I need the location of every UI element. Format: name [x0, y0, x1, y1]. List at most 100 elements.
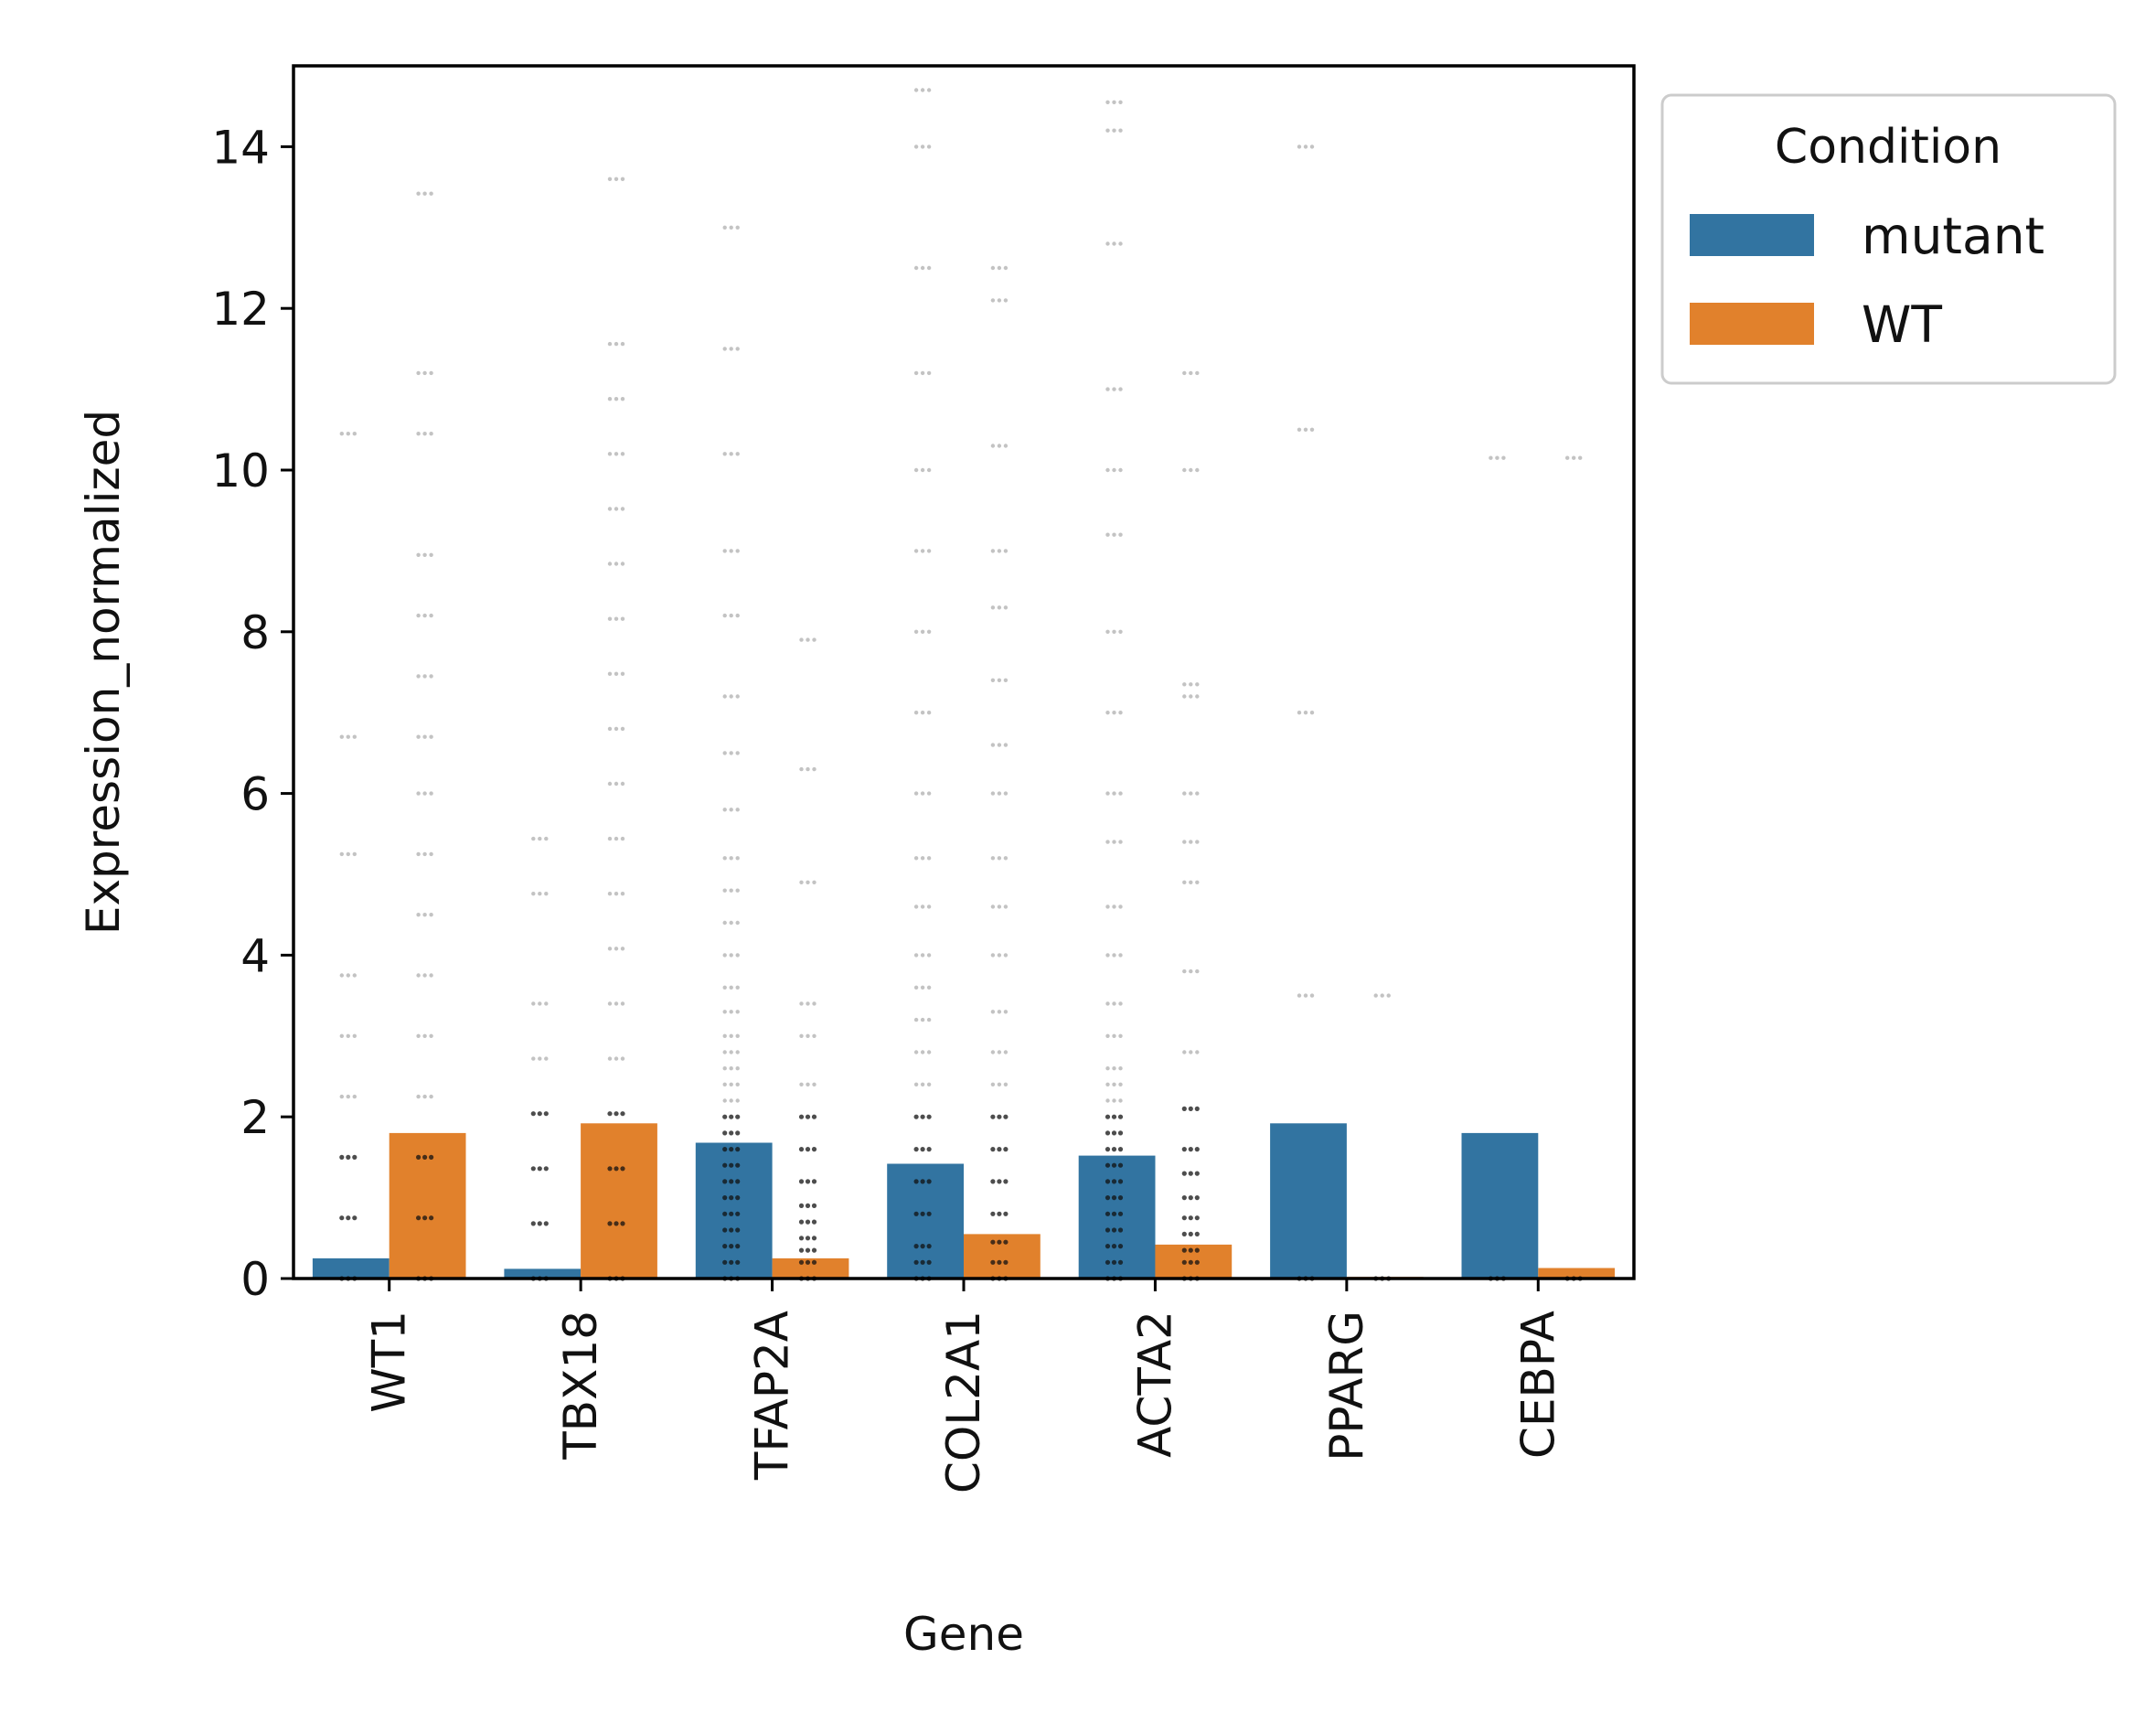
data-point-col2a1-wt [990, 298, 996, 303]
data-point-acta2-mutant [1105, 711, 1110, 715]
data-point-acta2-mutant [1112, 100, 1116, 105]
data-point-acta2-mutant [1111, 1179, 1117, 1184]
data-point-tbx18-wt [607, 562, 613, 566]
data-point-col2a1-mutant [920, 856, 925, 861]
data-point-tfap2a-mutant [735, 452, 740, 456]
data-point-tfap2a-wt [805, 1236, 811, 1241]
data-point-pparg-mutant [1303, 427, 1308, 432]
data-point-acta2-mutant [1111, 1162, 1117, 1168]
data-point-tbx18-wt [620, 726, 625, 732]
data-point-tbx18-mutant [530, 1111, 536, 1117]
data-point-pparg-mutant [1297, 993, 1302, 998]
data-point-tfap2a-mutant [729, 347, 733, 351]
data-point-col2a1-mutant [920, 549, 925, 553]
x-axis-label: Gene [903, 1608, 1024, 1661]
data-point-acta2-mutant [1105, 1259, 1111, 1265]
data-point-col2a1-wt [1003, 791, 1009, 796]
data-point-acta2-wt [1182, 467, 1187, 473]
data-point-tbx18-wt [614, 397, 619, 401]
data-point-col2a1-mutant [920, 629, 925, 634]
data-point-tfap2a-mutant [722, 549, 727, 553]
data-point-acta2-wt [1195, 840, 1200, 844]
data-point-tbx18-wt [614, 562, 619, 566]
data-point-acta2-mutant [1117, 1244, 1124, 1249]
data-point-tfap2a-wt [806, 1033, 810, 1039]
data-point-tfap2a-wt [812, 1033, 817, 1039]
data-point-col2a1-wt [997, 1114, 1002, 1119]
data-point-col2a1-mutant [920, 1147, 925, 1152]
data-point-col2a1-wt [997, 298, 1002, 303]
data-point-tbx18-wt [607, 1221, 613, 1226]
data-point-tbx18-wt [607, 341, 613, 347]
data-point-col2a1-mutant [920, 904, 925, 909]
data-point-tfap2a-mutant [735, 1162, 741, 1168]
data-point-acta2-mutant [1118, 711, 1123, 715]
data-point-acta2-mutant [1105, 1033, 1110, 1039]
data-point-col2a1-mutant [920, 1050, 925, 1054]
bar-tbx18-wt [581, 1123, 657, 1279]
data-point-tfap2a-mutant [729, 953, 733, 958]
data-point-acta2-wt [1182, 694, 1187, 699]
data-point-tfap2a-mutant [729, 1130, 734, 1136]
data-point-tbx18-wt [614, 836, 619, 841]
data-point-wt1-wt [416, 370, 421, 376]
data-point-tfap2a-wt [811, 1203, 817, 1208]
data-point-acta2-mutant [1118, 1098, 1123, 1103]
data-point-tbx18-wt [614, 1221, 619, 1226]
data-point-col2a1-mutant [920, 1244, 925, 1249]
data-point-acta2-mutant [1118, 1066, 1123, 1071]
data-point-tbx18-wt [607, 892, 613, 896]
data-point-tfap2a-mutant [722, 1130, 728, 1136]
data-point-tbx18-wt [607, 452, 613, 456]
data-point-tbx18-wt [620, 1111, 625, 1117]
data-point-wt1-wt [416, 432, 421, 436]
data-point-col2a1-wt [1003, 743, 1009, 747]
data-point-tbx18-wt [614, 781, 619, 787]
data-point-tfap2a-wt [811, 1114, 817, 1119]
data-point-tbx18-wt [607, 1166, 613, 1172]
data-point-tfap2a-mutant [735, 1130, 741, 1136]
data-point-tfap2a-mutant [722, 452, 727, 456]
data-point-acta2-wt [1195, 1050, 1200, 1054]
data-point-acta2-wt [1194, 1259, 1200, 1265]
data-point-tbx18-mutant [531, 1001, 536, 1006]
bar-cebpa-mutant [1461, 1132, 1539, 1279]
data-point-acta2-mutant [1112, 1001, 1116, 1006]
data-point-col2a1-mutant [926, 549, 932, 553]
data-point-wt1-wt [422, 913, 427, 917]
y-tick-label: 10 [211, 444, 270, 498]
data-point-acta2-mutant [1105, 1066, 1110, 1071]
data-point-acta2-wt [1195, 694, 1200, 699]
data-point-tfap2a-mutant [735, 1227, 741, 1233]
data-point-acta2-wt [1188, 1215, 1193, 1221]
data-point-acta2-wt [1189, 840, 1193, 844]
data-point-tfap2a-mutant [722, 1066, 727, 1071]
data-point-col2a1-mutant [913, 1259, 919, 1265]
data-point-wt1-wt [422, 191, 427, 196]
data-point-acta2-wt [1181, 1106, 1187, 1111]
data-point-wt1-wt [422, 1215, 428, 1221]
data-point-col2a1-mutant [913, 1147, 919, 1152]
data-point-acta2-wt [1188, 1147, 1193, 1152]
data-point-wt1-mutant [346, 1215, 351, 1221]
data-point-tfap2a-mutant [735, 953, 740, 958]
data-point-tfap2a-wt [805, 1259, 811, 1265]
data-point-tbx18-mutant [538, 836, 542, 841]
data-point-wt1-wt [422, 552, 427, 557]
data-point-tfap2a-mutant [735, 613, 740, 618]
data-point-acta2-mutant [1118, 387, 1123, 391]
data-point-tfap2a-mutant [729, 1147, 734, 1152]
data-point-tfap2a-mutant [729, 1066, 733, 1071]
data-point-col2a1-wt [997, 1010, 1002, 1014]
data-point-col2a1-mutant [920, 265, 925, 271]
data-point-tfap2a-wt [806, 637, 810, 642]
data-point-acta2-mutant [1105, 791, 1110, 796]
data-point-col2a1-mutant [926, 904, 932, 909]
data-point-acta2-wt [1188, 1247, 1193, 1253]
data-point-acta2-mutant [1105, 241, 1110, 246]
data-point-wt1-wt [416, 1094, 421, 1099]
data-point-pparg-mutant [1303, 993, 1308, 998]
data-point-tfap2a-wt [798, 1203, 805, 1208]
x-tick-label-pparg: PPARG [1320, 1311, 1373, 1461]
data-point-acta2-mutant [1112, 387, 1116, 391]
